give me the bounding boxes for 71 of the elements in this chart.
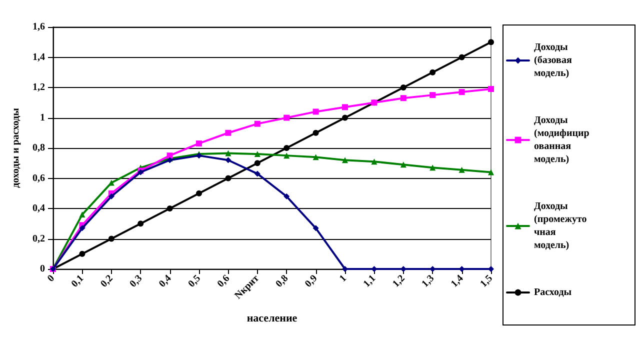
y-tick-label: 0 [40,264,45,274]
x-tick-label: 0,6 [215,273,232,290]
point [284,114,290,121]
point [166,206,173,212]
point [312,108,319,115]
point [488,169,494,176]
point [488,86,494,92]
legend-label: Расходы [534,287,572,298]
point [225,150,232,156]
point [225,130,232,136]
point [108,193,114,200]
point [458,89,465,96]
point [284,145,290,151]
point [254,160,260,166]
point [312,225,319,232]
x-tick-label: 1 [338,273,349,284]
point [342,114,348,121]
x-tick-label: 1,1 [361,273,378,290]
point [430,164,436,171]
y-tick-label: 0,8 [32,142,45,154]
point [342,104,348,110]
point [430,69,436,76]
x-tick-label: 0,9 [303,273,320,290]
point [371,158,378,165]
point [458,54,465,60]
x-tick-label: 0,3 [128,273,144,290]
point [400,95,406,102]
x-tick-label: 1,5 [478,273,495,290]
point [400,162,406,168]
point [196,140,202,146]
point [400,84,406,90]
x-tick-label: 0,8 [274,273,290,290]
point [79,212,86,218]
point [254,120,260,127]
y-tick-label: 0,6 [32,172,45,184]
legend-label: Доходы (базовая модель) [534,42,574,79]
y-tick-label: 1,2 [32,82,45,93]
point [284,152,290,159]
x-tick-label: 0,2 [98,273,116,290]
x-tick-label: 0,1 [69,273,86,290]
legend-label: Доходы (модифицированная модель) [534,115,590,165]
point [225,157,232,164]
x-axis-title: население [246,312,298,324]
point [254,170,260,177]
point [430,92,436,98]
x-tick-label: 0,5 [186,273,203,290]
y-tick-label: 1 [40,112,45,124]
point [138,220,144,227]
legend-label: Доходы (промежуточная модель) [534,201,587,251]
point [284,193,290,200]
y-tick-label: 1,4 [32,52,45,63]
x-tick-label: 0,4 [157,273,174,290]
x-tick-label: 1,3 [420,273,436,290]
x-tick-label: 1,4 [449,273,466,290]
y-tick-label: 0,4 [32,203,45,214]
point [458,166,465,173]
point [108,236,114,242]
point [79,250,86,257]
x-tick-label: 1,2 [390,273,408,290]
y-tick-label: 1,6 [32,22,45,32]
y-axis-title: доходы и расходы [10,108,22,188]
point [79,225,86,232]
point [312,130,319,136]
point [312,154,319,160]
point [488,39,494,46]
point [166,152,173,159]
point [342,157,348,164]
point [254,151,260,158]
point [196,190,202,196]
point [225,175,232,182]
y-tick-label: 0,2 [32,233,45,244]
